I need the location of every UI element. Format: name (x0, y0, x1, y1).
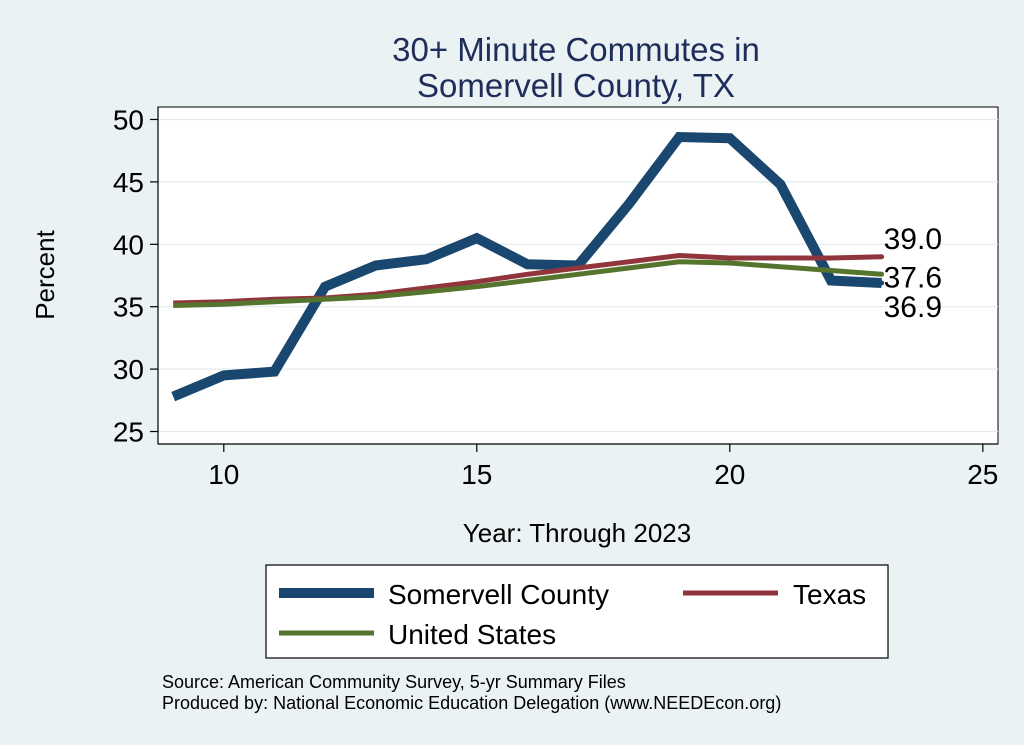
x-tick-label-10: 10 (208, 459, 239, 490)
y-tick-label-40: 40 (113, 229, 144, 260)
legend: Somervell County Texas United States (265, 564, 889, 659)
series-line-united-states (173, 259, 882, 308)
y-axis-label: Percent (30, 229, 60, 319)
series-line-somervell-county (171, 131, 882, 402)
x-axis: 10 15 20 25 (158, 443, 998, 490)
x-tick-label-20: 20 (714, 459, 745, 490)
legend-box (265, 564, 889, 659)
end-marker-somervell-county (879, 280, 885, 286)
end-marker-texas (879, 254, 885, 260)
grid-lines (158, 118, 998, 433)
y-tick-label-35: 35 (113, 292, 144, 323)
end-marker-united-states (879, 271, 885, 277)
y-tick-label-45: 45 (113, 167, 144, 198)
y-tick-label-30: 30 (113, 354, 144, 385)
chart-title-line-2: Somervell County, TX (417, 67, 735, 104)
y-tick-label-50: 50 (113, 104, 144, 135)
end-label-somervell-county: 36.9 (884, 291, 942, 324)
legend-label-somervell: Somervell County (388, 579, 609, 610)
end-labels: 39.0 37.636.9 (884, 223, 942, 324)
y-axis: 25 30 35 40 45 50 (113, 104, 159, 448)
produced-by-note: Produced by: National Economic Education… (162, 693, 781, 713)
x-tick-label-15: 15 (461, 459, 492, 490)
source-note: Source: American Community Survey, 5-yr … (162, 672, 626, 692)
y-tick-label-25: 25 (113, 417, 144, 448)
end-label-united-states: 37.6 (884, 261, 942, 294)
x-tick-label-25: 25 (967, 459, 998, 490)
end-label-texas: 39.0 (884, 223, 942, 256)
legend-label-us: United States (388, 619, 556, 650)
legend-label-texas: Texas (793, 579, 866, 610)
series-lines (171, 131, 885, 402)
x-axis-label: Year: Through 2023 (463, 518, 691, 548)
chart-title-line-1: 30+ Minute Commutes in (392, 31, 760, 68)
